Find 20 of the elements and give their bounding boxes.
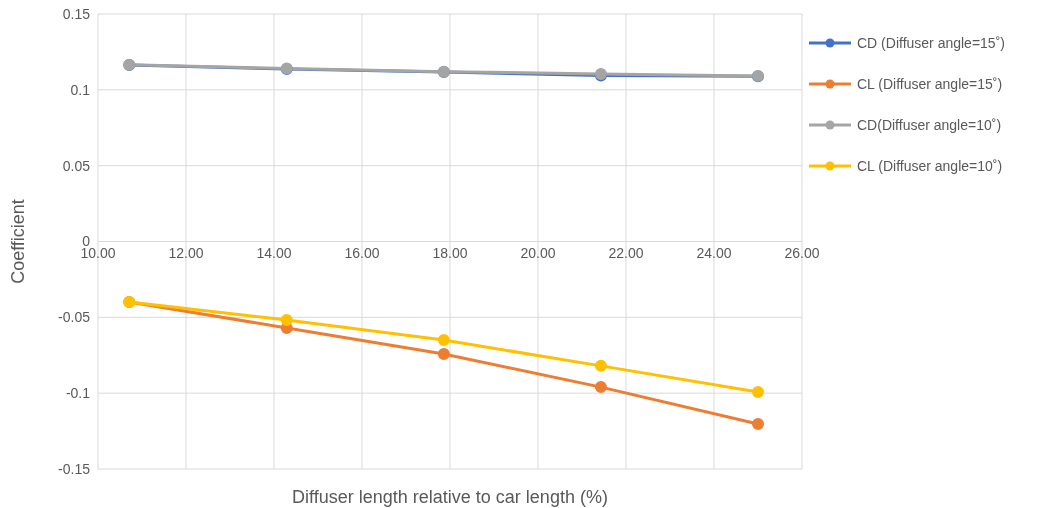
- x-tick-label: 26.00: [784, 244, 820, 261]
- legend-label: CD (Diffuser angle=15˚): [857, 34, 1005, 51]
- x-tick-label: 18.00: [432, 244, 468, 261]
- legend-label: CD(Diffuser angle=10˚): [857, 116, 1002, 133]
- x-axis-title: Diffuser length relative to car length (%): [292, 487, 608, 507]
- x-tick-label: 16.00: [344, 244, 380, 261]
- legend-label: CL (Diffuser angle=10˚): [857, 157, 1003, 174]
- x-tick-label: 20.00: [520, 244, 556, 261]
- y-tick-label: -0.15: [58, 460, 91, 477]
- y-axis-title: Coefficient: [8, 199, 29, 284]
- y-tick-label: 0.1: [70, 81, 91, 98]
- legend-label: CL (Diffuser angle=15˚): [857, 75, 1003, 92]
- y-tick-label: 0.05: [62, 157, 91, 174]
- x-tick-label: 24.00: [696, 244, 732, 261]
- y-tick-label: -0.05: [58, 309, 91, 326]
- y-tick-label: -0.1: [65, 385, 91, 402]
- x-tick-label: 14.00: [256, 244, 292, 261]
- y-tick-label: 0.15: [62, 5, 91, 22]
- x-tick-label: 12.00: [168, 244, 204, 261]
- x-tick-label: 22.00: [608, 244, 644, 261]
